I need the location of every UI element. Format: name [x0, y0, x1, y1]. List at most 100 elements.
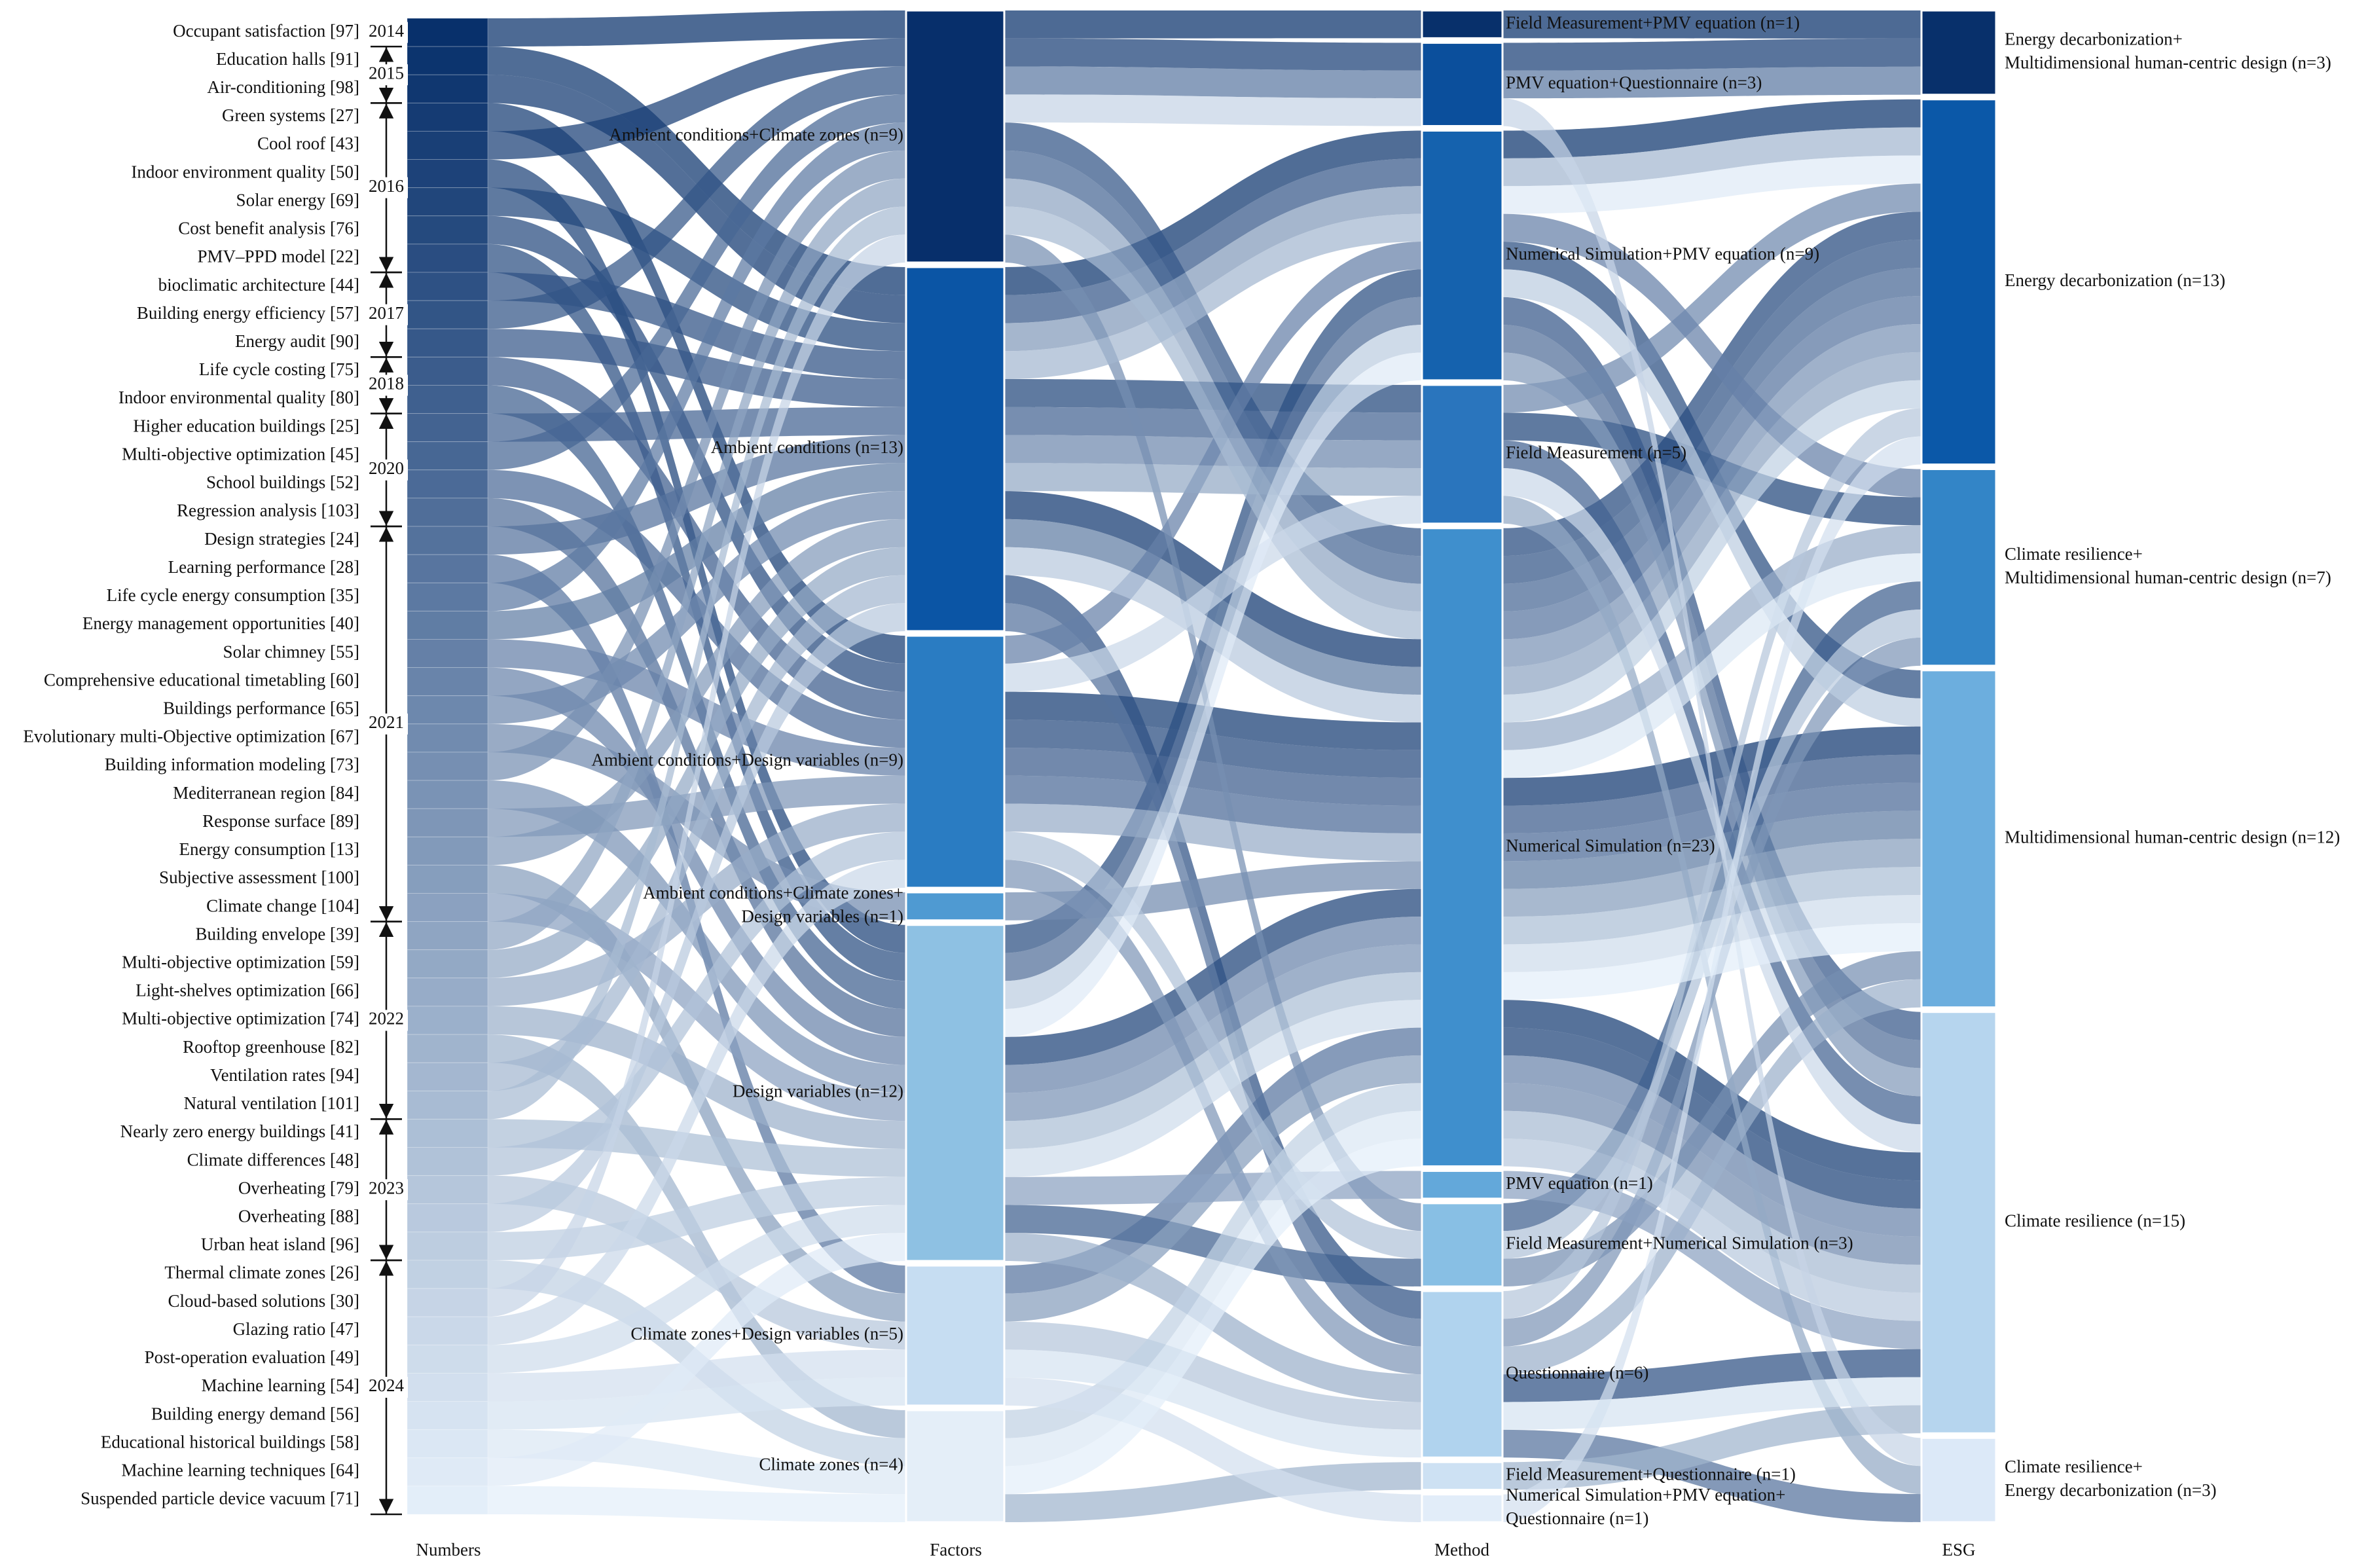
link	[1004, 491, 1422, 667]
year-label: 2021	[369, 712, 404, 732]
column-label: Factors	[930, 1540, 981, 1559]
link	[1004, 917, 1422, 1093]
paper-node	[407, 102, 488, 132]
node-label: Multidimensional human-centric design (n…	[2005, 53, 2331, 73]
paper-label: Climate change [104]	[206, 896, 359, 915]
paper-node	[407, 1118, 488, 1148]
link	[1004, 860, 1422, 1375]
node-label: Questionnaire (n=6)	[1506, 1362, 1648, 1382]
link	[488, 1486, 906, 1522]
node	[1421, 1493, 1504, 1523]
link	[1502, 352, 1921, 1097]
paper-node	[407, 413, 488, 443]
link	[1502, 726, 1921, 806]
node-label: PMV equation+Questionnaire (n=3)	[1506, 73, 1762, 92]
link	[1502, 66, 1921, 99]
paper-label: Multi-objective optimization [74]	[122, 1009, 359, 1029]
link	[488, 66, 906, 329]
paper-node	[407, 1006, 488, 1035]
paper-node	[407, 1288, 488, 1317]
paper-node	[407, 977, 488, 1007]
year-label: 2022	[369, 1009, 404, 1029]
paper-label: Solar energy [69]	[236, 190, 359, 210]
paper-node	[407, 441, 488, 471]
node	[1920, 1011, 1997, 1434]
link	[488, 780, 906, 1093]
link	[1004, 178, 1422, 611]
link	[488, 1175, 906, 1350]
link	[488, 639, 906, 776]
link	[1004, 158, 1422, 323]
link	[1502, 1055, 1921, 1237]
link	[1004, 463, 1422, 496]
link	[1004, 496, 1422, 692]
link	[1502, 155, 1921, 214]
paper-label: Indoor environmental quality [80]	[118, 388, 359, 407]
node	[1421, 1461, 1504, 1491]
paper-label: Cool roof [43]	[257, 134, 359, 153]
link	[1004, 94, 1422, 126]
node-label: Ambient conditions+Climate zones+	[643, 883, 903, 903]
node-label: Climate zones+Design variables (n=5)	[630, 1324, 903, 1343]
link	[1502, 296, 1921, 640]
node	[1421, 1202, 1504, 1288]
link	[488, 103, 906, 664]
paper-label: Urban heat island [96]	[201, 1235, 359, 1254]
year-label: 2017	[369, 303, 404, 323]
paper-label: Thermal climate zones [26]	[164, 1263, 359, 1283]
node	[905, 266, 1006, 632]
link	[1004, 775, 1422, 833]
link	[1502, 1377, 1921, 1430]
paper-node	[407, 130, 488, 160]
link	[488, 94, 906, 470]
link	[1004, 720, 1422, 778]
year-label: 2023	[369, 1178, 404, 1197]
link	[1502, 213, 1921, 498]
paper-label: Regression analysis [103]	[177, 501, 359, 520]
year-label: 2015	[369, 63, 404, 82]
node	[1421, 527, 1504, 1167]
paper-node	[407, 244, 488, 273]
node-label: Ambient conditions+Design variables (n=9…	[591, 750, 903, 770]
node-label: Climate resilience+	[2005, 544, 2143, 564]
paper-label: Multi-objective optimization [59]	[122, 952, 359, 972]
paper-label: Overheating [79]	[238, 1178, 359, 1197]
paper-node	[407, 215, 488, 245]
link	[1502, 380, 1921, 723]
paper-node	[407, 1034, 488, 1063]
node	[905, 1409, 1006, 1523]
link	[488, 860, 906, 1345]
node	[1421, 1290, 1504, 1459]
node	[1421, 130, 1504, 382]
year-label-bg	[365, 459, 408, 481]
year-label-bg	[365, 1376, 408, 1398]
paper-label: Green systems [27]	[222, 105, 359, 125]
paper-label: Energy audit [90]	[235, 331, 359, 351]
link	[488, 150, 906, 781]
year-label: 2024	[369, 1376, 405, 1395]
link	[1502, 867, 1921, 945]
link	[1502, 408, 1921, 1319]
link	[1502, 922, 1921, 1000]
paper-label: Evolutionary multi-Objective optimizatio…	[23, 727, 359, 746]
paper-node	[407, 1401, 488, 1431]
paper-label: Cloud-based solutions [30]	[168, 1291, 359, 1311]
link	[1502, 99, 1921, 158]
year-label-bg	[365, 304, 408, 325]
paper-label: Building energy demand [56]	[151, 1404, 359, 1423]
year-label-bg	[365, 374, 408, 396]
node	[1421, 384, 1504, 525]
link	[488, 519, 906, 866]
paper-node	[407, 1090, 488, 1120]
paper-node	[407, 74, 488, 103]
node-label: Climate resilience+	[2005, 1457, 2143, 1476]
link	[1004, 831, 1422, 1259]
link	[1502, 211, 1921, 556]
links	[488, 10, 1921, 1522]
link	[1004, 1139, 1422, 1495]
link	[1502, 10, 1921, 39]
paper-label: Rooftop greenhouse [82]	[183, 1037, 359, 1057]
node	[1920, 98, 1997, 465]
paper-label: Machine learning techniques [64]	[121, 1461, 359, 1480]
node	[905, 891, 1006, 922]
